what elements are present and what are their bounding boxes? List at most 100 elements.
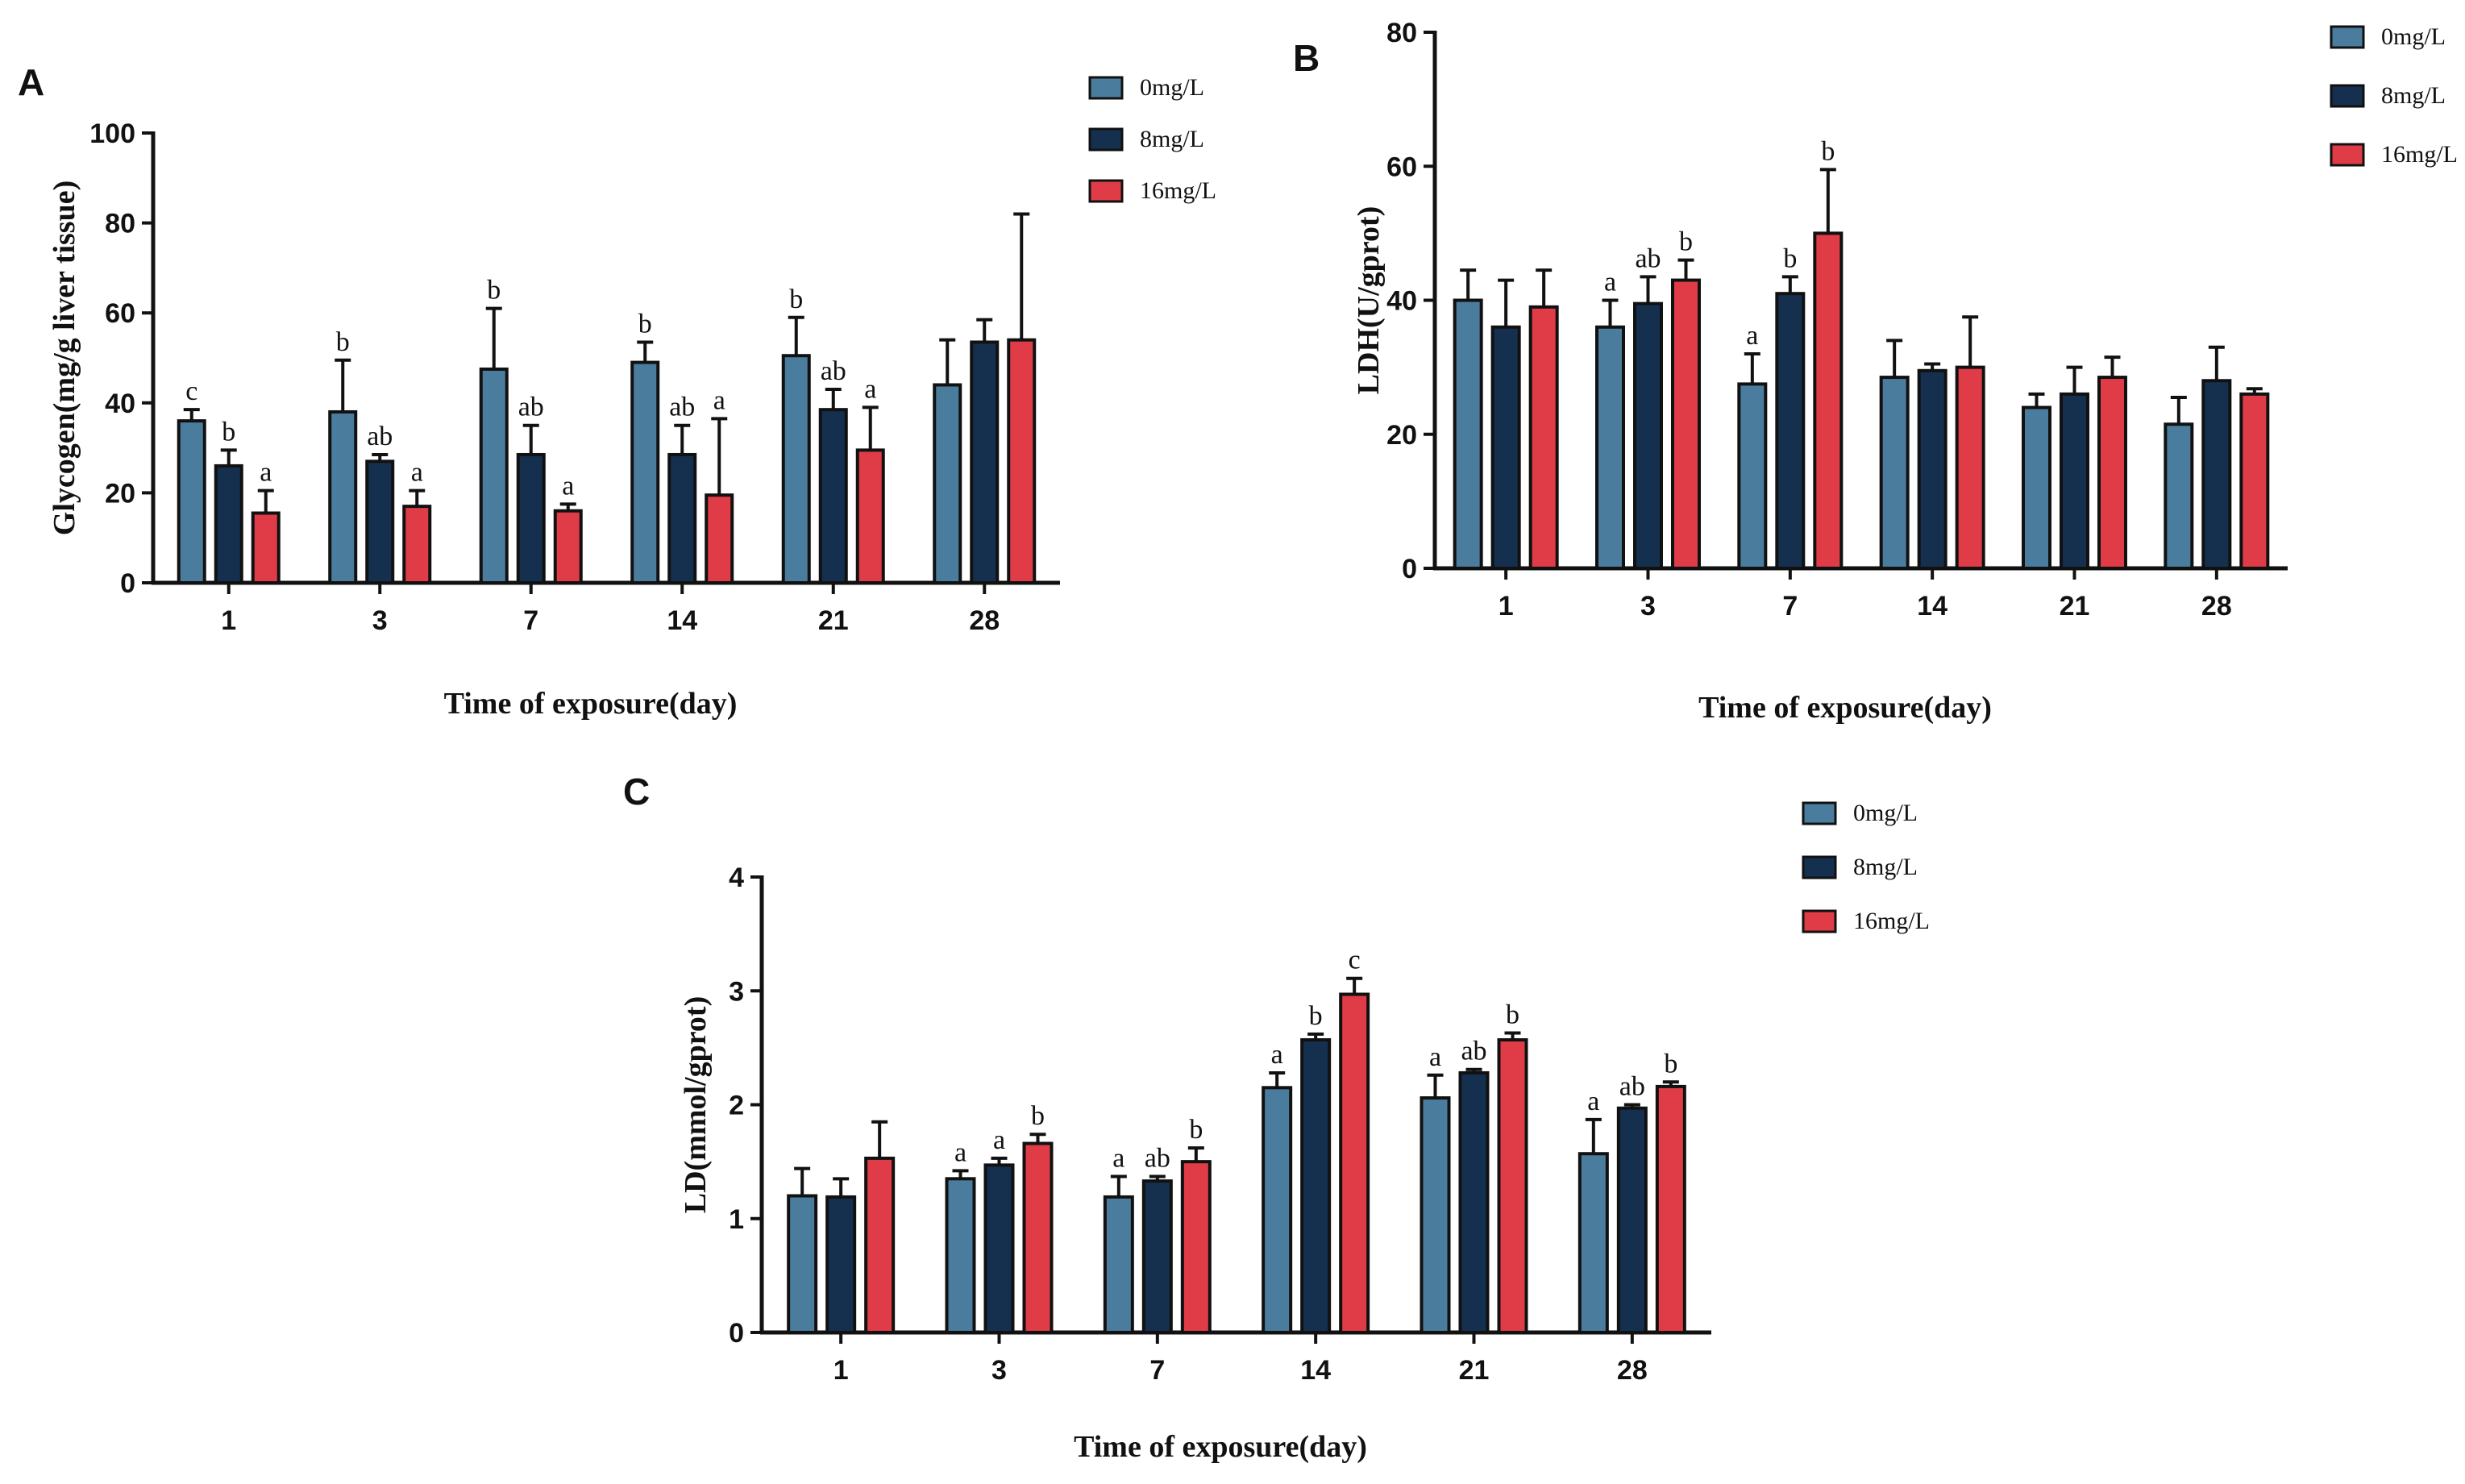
significance-label: a bbox=[1604, 268, 1616, 297]
legend-swatch bbox=[1802, 801, 1837, 825]
bar-0mg-L-day-21 bbox=[781, 354, 811, 584]
x-tick-label: 3 bbox=[372, 605, 388, 636]
y-tick-label: 60 bbox=[1386, 152, 1417, 182]
significance-label: a bbox=[260, 458, 272, 488]
bar-0mg-L-day-14 bbox=[1879, 376, 1910, 570]
bar-8mg-L-day-28 bbox=[2201, 379, 2232, 570]
x-tick-label: 28 bbox=[1617, 1355, 1648, 1386]
legend-swatch bbox=[1802, 855, 1837, 879]
bar-16mg-L-day-3 bbox=[1671, 278, 1701, 570]
bar-16mg-L-day-1 bbox=[864, 1156, 896, 1334]
x-axis-title: Time of exposure(day) bbox=[1074, 1430, 1367, 1464]
significance-label: a bbox=[1112, 1143, 1124, 1173]
panel-a: A 0 20 40 60 80 100 Glycogen(mg/g liver tissue)… bbox=[18, 61, 1216, 721]
significance-label: b bbox=[1031, 1101, 1045, 1131]
bar-8mg-L-day-14 bbox=[667, 452, 697, 584]
significance-label: b bbox=[1679, 227, 1693, 257]
bar-8mg-L-day-28 bbox=[1616, 1106, 1648, 1335]
x-axis-title: Time of exposure(day) bbox=[1698, 691, 1992, 725]
bar-16mg-L-day-21 bbox=[855, 448, 885, 585]
panel-letter: B bbox=[1293, 37, 1320, 79]
bar-0mg-L-day-3 bbox=[945, 1177, 976, 1334]
significance-label: b bbox=[1506, 1000, 1519, 1030]
bar-0mg-L-day-1 bbox=[787, 1194, 818, 1334]
bar-0mg-L-day-21 bbox=[2022, 405, 2051, 570]
x-tick-label: 14 bbox=[1917, 591, 1947, 621]
bar-8mg-L-day-1 bbox=[214, 463, 243, 584]
bar-16mg-L-day-28 bbox=[1007, 338, 1037, 584]
legend-swatch bbox=[1088, 76, 1124, 100]
significance-label: ab bbox=[821, 356, 846, 386]
bar-8mg-L-day-1 bbox=[825, 1195, 857, 1334]
x-tick-label: 21 bbox=[818, 605, 849, 636]
legend-label: 8mg/L bbox=[1140, 126, 1204, 152]
significance-label: ab bbox=[1619, 1072, 1645, 1102]
bar-16mg-L-day-7 bbox=[1813, 231, 1844, 570]
bar-16mg-L-day-28 bbox=[1655, 1084, 1686, 1335]
bar-16mg-L-day-21 bbox=[1497, 1037, 1528, 1335]
x-tick-label: 1 bbox=[221, 605, 236, 636]
y-tick-label: 80 bbox=[105, 209, 135, 239]
bar-8mg-L-day-28 bbox=[970, 340, 1000, 584]
legend-swatch bbox=[2330, 143, 2365, 167]
significance-label: ab bbox=[518, 393, 544, 422]
bar-8mg-L-day-3 bbox=[983, 1163, 1015, 1335]
y-tick-label: 60 bbox=[105, 298, 135, 329]
panel-letter: C bbox=[623, 771, 650, 813]
x-tick-label: 7 bbox=[1782, 591, 1798, 621]
bar-8mg-L-day-21 bbox=[2060, 392, 2089, 570]
x-tick-label: 21 bbox=[1459, 1355, 1490, 1386]
bar-16mg-L-day-14 bbox=[1955, 365, 1985, 570]
significance-label: c bbox=[185, 376, 197, 406]
bar-0mg-L-day-7 bbox=[479, 367, 509, 584]
significance-label: ab bbox=[1635, 243, 1661, 273]
significance-label: b bbox=[336, 327, 350, 357]
legend-swatch bbox=[1088, 127, 1124, 152]
y-tick-label: 2 bbox=[729, 1091, 744, 1121]
bar-0mg-L-day-7 bbox=[1103, 1195, 1134, 1334]
significance-label: ab bbox=[367, 422, 393, 451]
significance-label: b bbox=[1821, 136, 1835, 166]
significance-label: a bbox=[993, 1125, 1005, 1155]
bar-8mg-L-day-7 bbox=[1775, 292, 1806, 570]
significance-label: a bbox=[1429, 1042, 1441, 1072]
x-tick-label: 28 bbox=[969, 605, 1000, 636]
bar-0mg-L-day-14 bbox=[630, 360, 660, 584]
bar-0mg-L-day-1 bbox=[1453, 298, 1483, 570]
x-tick-label: 1 bbox=[833, 1355, 849, 1386]
bar-8mg-L-day-1 bbox=[1490, 325, 1521, 570]
y-axis-title: Glycogen(mg/g liver tissue) bbox=[48, 181, 81, 535]
legend-label: 0mg/L bbox=[1140, 74, 1204, 101]
legend-swatch bbox=[1088, 179, 1124, 203]
x-tick-label: 14 bbox=[1300, 1355, 1331, 1386]
bar-0mg-L-day-3 bbox=[1595, 325, 1625, 570]
significance-label: a bbox=[1587, 1087, 1599, 1116]
significance-label: a bbox=[1271, 1040, 1283, 1070]
legend-label: 0mg/L bbox=[1853, 800, 1918, 826]
significance-label: b bbox=[487, 276, 501, 306]
bar-8mg-L-day-21 bbox=[818, 408, 848, 585]
significance-label: b bbox=[638, 309, 652, 339]
y-tick-label: 1 bbox=[729, 1204, 744, 1235]
x-tick-label: 21 bbox=[2060, 591, 2090, 621]
bar-8mg-L-day-7 bbox=[516, 452, 546, 584]
bar-16mg-L-day-14 bbox=[705, 493, 734, 584]
y-tick-label: 40 bbox=[1386, 286, 1417, 317]
panel-letter: A bbox=[18, 61, 44, 103]
y-tick-label: 0 bbox=[729, 1318, 744, 1349]
bar-16mg-L-day-21 bbox=[2097, 376, 2127, 570]
y-tick-label: 0 bbox=[120, 568, 135, 599]
legend-label: 8mg/L bbox=[2381, 82, 2446, 109]
y-axis-title: LD(mmol/gprot) bbox=[679, 996, 713, 1214]
y-tick-label: 3 bbox=[729, 976, 744, 1007]
legend-label: 16mg/L bbox=[1140, 177, 1216, 204]
x-tick-label: 1 bbox=[1499, 591, 1514, 621]
significance-label: a bbox=[713, 385, 725, 415]
significance-label: c bbox=[1349, 946, 1361, 975]
significance-label: a bbox=[562, 471, 574, 501]
significance-label: a bbox=[954, 1137, 966, 1167]
bar-0mg-L-day-3 bbox=[328, 409, 358, 584]
x-tick-label: 28 bbox=[2201, 591, 2232, 621]
significance-label: ab bbox=[669, 393, 695, 422]
bar-0mg-L-day-21 bbox=[1420, 1096, 1451, 1335]
